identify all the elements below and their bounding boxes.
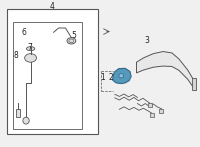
Text: 1: 1: [101, 73, 105, 82]
Text: 2: 2: [108, 73, 113, 82]
Bar: [13, 22, 82, 128]
Text: 8: 8: [14, 51, 19, 60]
Bar: [7, 9, 98, 134]
Text: 3: 3: [144, 36, 149, 45]
Bar: [159, 109, 163, 113]
Circle shape: [25, 54, 36, 62]
Text: 4: 4: [49, 2, 54, 11]
Bar: [16, 109, 20, 117]
Polygon shape: [113, 68, 131, 84]
Ellipse shape: [26, 47, 35, 51]
Bar: [148, 103, 152, 107]
Circle shape: [69, 39, 74, 43]
Ellipse shape: [119, 74, 124, 78]
Text: 6: 6: [22, 29, 27, 37]
Bar: [150, 113, 154, 117]
Bar: [192, 78, 196, 90]
Text: 5: 5: [71, 31, 76, 40]
Polygon shape: [136, 52, 194, 88]
Text: 7: 7: [28, 44, 32, 52]
Ellipse shape: [23, 117, 29, 124]
